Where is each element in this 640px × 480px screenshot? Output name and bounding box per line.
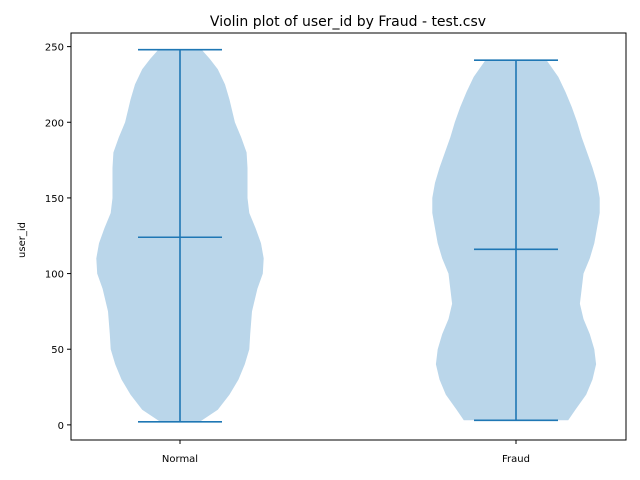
y-tick-label: 200	[45, 118, 64, 129]
y-axis-label: user_id	[17, 222, 28, 258]
chart-title: Violin plot of user_id by Fraud - test.c…	[210, 14, 486, 30]
x-tick-label: Normal	[162, 454, 198, 465]
y-tick-label: 250	[45, 43, 64, 54]
plot-area	[96, 48, 600, 423]
y-tick-label: 0	[58, 421, 64, 432]
y-tick-label: 150	[45, 194, 64, 205]
y-tick-label: 100	[45, 270, 64, 281]
plot-frame	[70, 32, 627, 441]
axes: 0 50 100 150 200 250 Normal Fraud	[45, 43, 530, 465]
x-tick-label: Fraud	[502, 454, 530, 465]
y-tick-label: 50	[51, 345, 64, 356]
